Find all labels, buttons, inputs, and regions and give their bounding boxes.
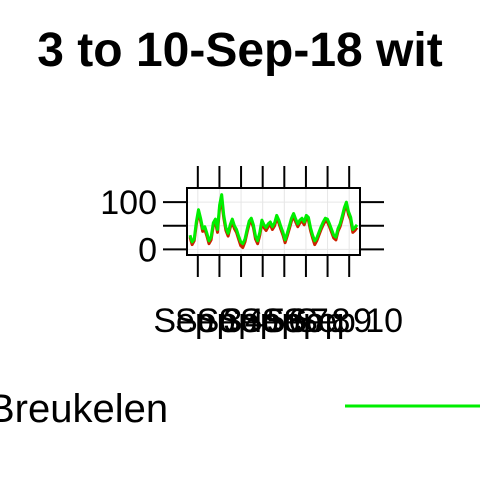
x-tick-label: Sep 5 [197,302,286,340]
x-tick-label: Sep 6 [218,302,307,340]
series-line-1 [188,193,359,246]
chart-title: 3 to 10-Sep-18 wit [37,24,442,77]
y-tick-label: 0 [138,231,157,269]
plot-border [186,187,361,256]
x-tick-label: Sep 8 [262,302,351,340]
x-tick-label: Sep 10 [295,302,403,340]
x-tick-label: Sep 7 [240,302,329,340]
legend: Breukelen [0,387,480,431]
y-tick-label: 100 [100,184,157,222]
x-tick-label: Sep 4 [175,302,264,340]
x-tick-label: Sep 9 [283,302,372,340]
x-tick-label: Sep 3 [153,302,242,340]
legend-label-1: Breukelen [0,387,168,431]
